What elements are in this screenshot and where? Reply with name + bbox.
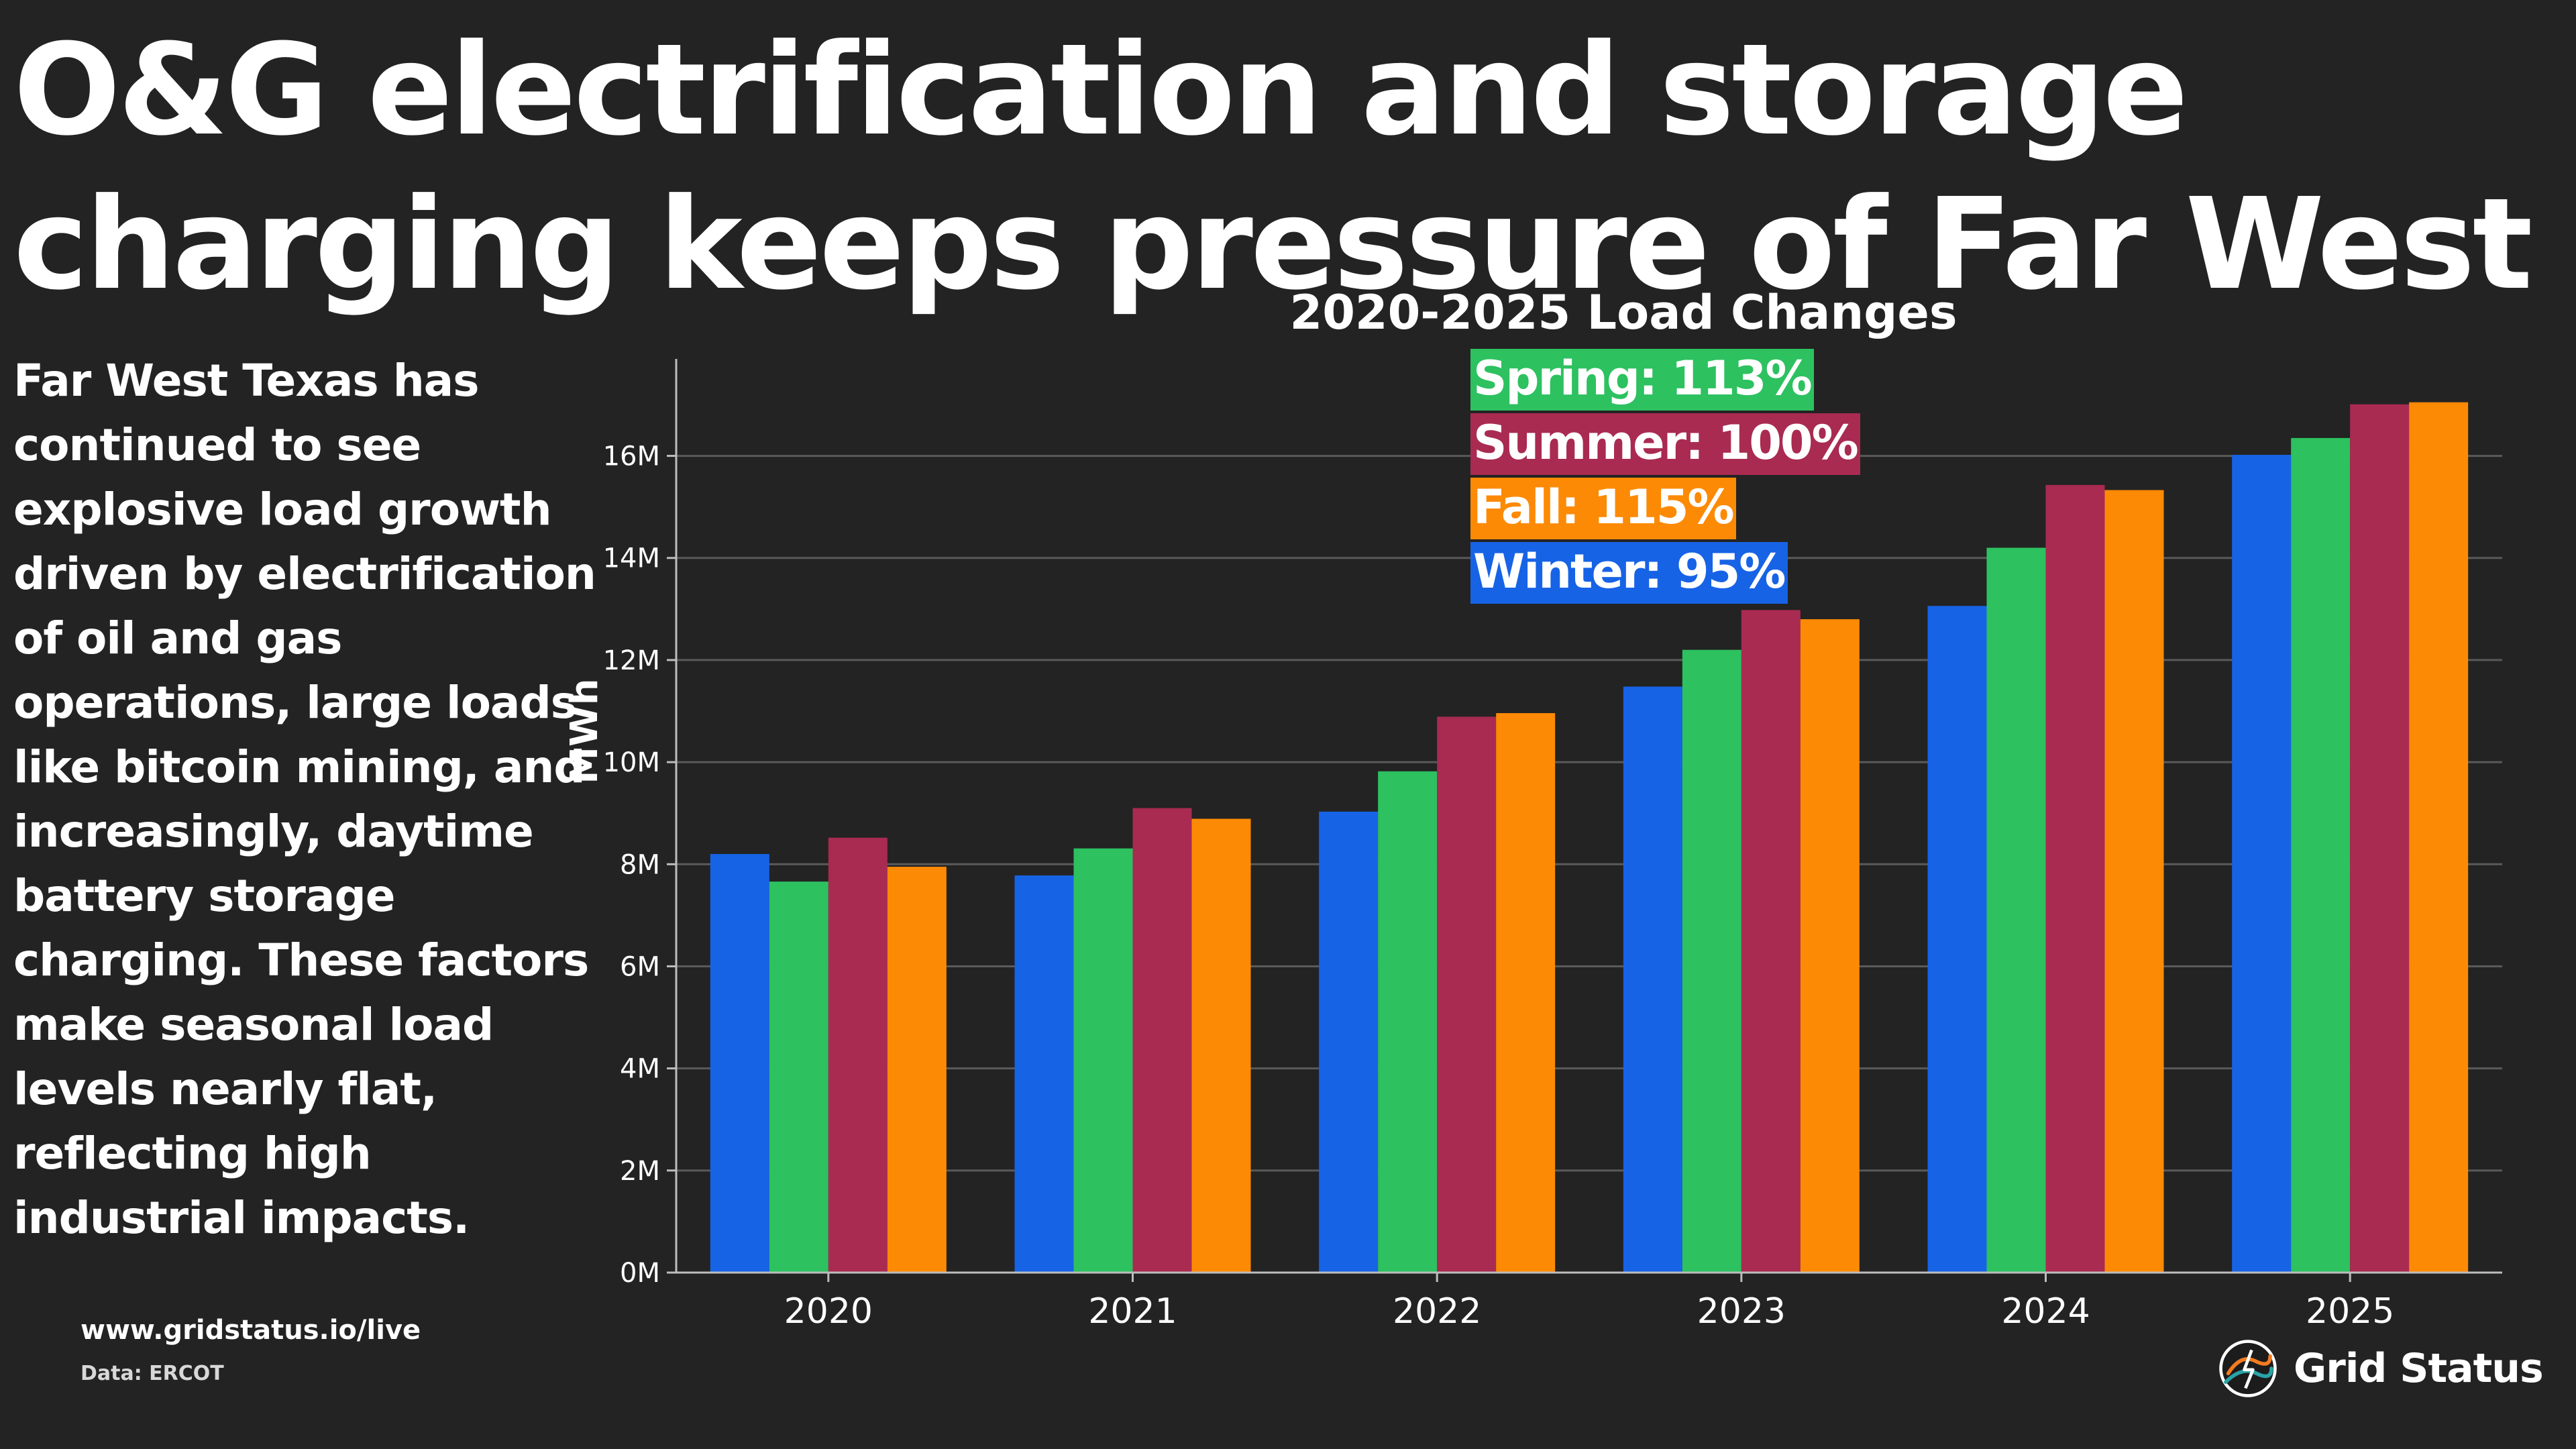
data-source: Data: ERCOT: [80, 1362, 224, 1385]
bar-winter-2021: [1014, 875, 1074, 1273]
annotation-box: [1470, 349, 1814, 411]
bar-winter-2020: [710, 854, 769, 1273]
bar-fall-2023: [1800, 619, 1860, 1273]
annotation-box: [1470, 413, 1860, 475]
x-tick-label: 2022: [1393, 1291, 1481, 1332]
bar-spring-2023: [1682, 649, 1741, 1273]
y-tick-label: 12M: [603, 645, 660, 676]
bar-summer-2023: [1741, 610, 1801, 1273]
grid-status-logo-icon: [2219, 1340, 2277, 1397]
bar-summer-2021: [1132, 808, 1192, 1273]
annotation-winter: Winter: 95%: [1470, 542, 1788, 604]
annotation-summer: Summer: 100%: [1470, 413, 1860, 475]
y-tick-label: 8M: [620, 849, 660, 880]
bar-fall-2024: [2104, 490, 2164, 1273]
y-tick-label: 4M: [620, 1054, 660, 1085]
bar-fall-2025: [2409, 402, 2469, 1273]
bar-summer-2022: [1437, 716, 1497, 1273]
x-tick-label: 2025: [2306, 1291, 2394, 1332]
y-tick-label: 2M: [620, 1156, 660, 1187]
bar-summer-2020: [828, 837, 888, 1273]
bars: [710, 402, 2469, 1273]
bar-winter-2023: [1623, 686, 1682, 1273]
annotation-fall: Fall: 115%: [1470, 478, 1736, 539]
y-tick-label: 0M: [620, 1258, 660, 1289]
bar-summer-2024: [2045, 484, 2105, 1273]
y-tick-label: 10M: [603, 747, 660, 778]
y-tick-label: 14M: [603, 543, 660, 574]
brand-lockup: Grid Status: [2217, 1335, 2544, 1402]
bar-winter-2022: [1319, 811, 1379, 1273]
summary-text: Far West Texas has continued to see expl…: [13, 355, 596, 1244]
bar-summer-2025: [2350, 404, 2410, 1273]
chart-title: 2020-2025 Load Changes: [1289, 285, 1957, 340]
annotation-label: Winter: 95%: [1473, 544, 1784, 599]
y-tick-label: 6M: [620, 951, 660, 982]
annotations: Spring: 113% Summer: 100% Fall: 115% Winter…: [1470, 349, 1860, 604]
bar-spring-2022: [1378, 771, 1438, 1273]
bar-spring-2025: [2291, 437, 2351, 1273]
x-tick-label: 2021: [1088, 1291, 1177, 1332]
bar-winter-2025: [2232, 455, 2292, 1273]
annotation-spring: Spring: 113%: [1470, 349, 1814, 411]
annotation-box: [1470, 542, 1788, 604]
annotation-label: Fall: 115%: [1473, 480, 1733, 535]
bar-winter-2024: [1927, 606, 1987, 1273]
annotation-label: Summer: 100%: [1473, 415, 1858, 470]
x-tick-label: 2023: [1697, 1291, 1786, 1332]
axes: 0M 2M 4M 6M 8M 10M 12M 14M 16M 2020 2021 2022 2023 20…: [603, 359, 2502, 1332]
annotation-label: Spring: 113%: [1473, 351, 1811, 406]
brand-name: Grid Status: [2294, 1345, 2544, 1392]
x-tick-label: 2020: [784, 1291, 873, 1332]
y-axis-title: MWh: [563, 678, 606, 784]
bar-spring-2020: [769, 881, 828, 1273]
bar-spring-2021: [1073, 848, 1133, 1273]
bar-fall-2021: [1191, 818, 1251, 1273]
bar-fall-2022: [1496, 713, 1556, 1273]
x-tick-label: 2024: [2001, 1291, 2090, 1332]
y-tick-label: 16M: [603, 441, 660, 472]
bar-fall-2020: [887, 867, 947, 1273]
footer-url[interactable]: www.gridstatus.io/live: [80, 1315, 421, 1346]
annotation-box: [1470, 478, 1736, 539]
page-title: O&G electrification and storage charging…: [13, 17, 2533, 318]
bar-spring-2024: [1986, 547, 2046, 1273]
